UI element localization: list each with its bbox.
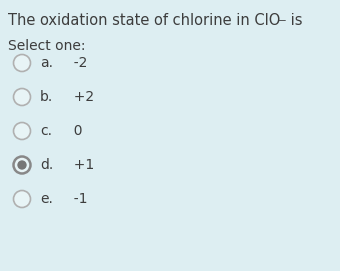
Text: −: − — [278, 16, 287, 26]
Text: 0: 0 — [65, 124, 83, 138]
Text: c.: c. — [40, 124, 52, 138]
Circle shape — [14, 191, 31, 208]
Text: The oxidation state of chlorine in ClO: The oxidation state of chlorine in ClO — [8, 13, 280, 28]
Circle shape — [17, 160, 27, 170]
Circle shape — [14, 54, 31, 72]
Text: a.: a. — [40, 56, 53, 70]
Circle shape — [14, 122, 31, 140]
Text: +2: +2 — [65, 90, 94, 104]
Circle shape — [14, 89, 31, 105]
Text: +1: +1 — [65, 158, 94, 172]
Circle shape — [14, 156, 31, 173]
Text: Select one:: Select one: — [8, 39, 85, 53]
Text: is: is — [286, 13, 303, 28]
Text: d.: d. — [40, 158, 53, 172]
Text: -2: -2 — [65, 56, 87, 70]
Text: b.: b. — [40, 90, 53, 104]
Text: e.: e. — [40, 192, 53, 206]
Text: -1: -1 — [65, 192, 87, 206]
